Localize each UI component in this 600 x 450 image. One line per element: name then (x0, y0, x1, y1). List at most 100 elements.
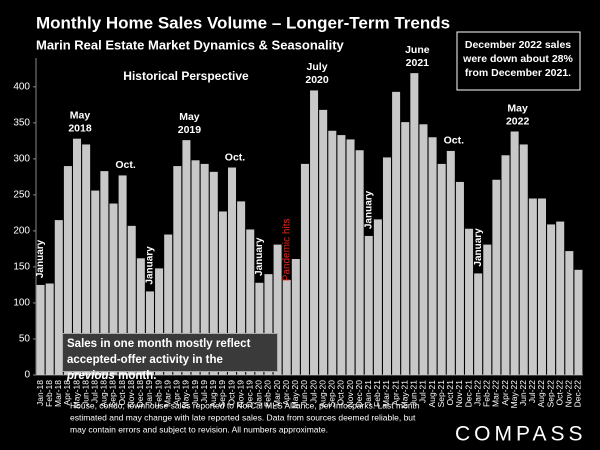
x-tick-label: Jul-20 (308, 380, 318, 403)
x-tick-label: May-20 (290, 380, 300, 409)
bar (127, 225, 136, 375)
bar (310, 90, 319, 375)
x-tick-label: Apr-21 (390, 380, 400, 406)
x-tick-label: Dec-22 (573, 380, 583, 408)
x-tick-label: Apr-18 (62, 380, 72, 406)
y-tick-label: 400 (13, 81, 30, 92)
bar (483, 244, 492, 375)
x-tick-label: Feb-20 (263, 380, 273, 407)
bar (118, 175, 127, 375)
bar (100, 171, 109, 375)
month-label: Oct. (225, 151, 246, 163)
x-tick-label: Oct-18 (117, 380, 127, 406)
month-label: May (70, 109, 91, 121)
bar (300, 163, 309, 375)
x-tick-label: May-18 (71, 380, 81, 409)
bar (73, 138, 82, 375)
x-tick-label: Jul-22 (527, 380, 537, 403)
bar (109, 203, 118, 375)
bar (474, 273, 483, 375)
x-tick-label: Feb-18 (44, 380, 54, 407)
x-tick-label: Jan-18 (35, 380, 45, 406)
x-tick-label: Oct-19 (226, 380, 236, 406)
x-tick-label: Feb-19 (153, 380, 163, 407)
x-tick-label: Aug-22 (536, 380, 546, 408)
x-tick-label: Oct-20 (336, 380, 346, 406)
footnote: House, condo, townhouse sales reported t… (70, 400, 420, 410)
x-tick-label: Aug-19 (208, 380, 218, 408)
bar (54, 220, 63, 375)
bar (492, 179, 501, 375)
x-tick-label: Mar-18 (53, 380, 63, 407)
x-tick-label: Oct-22 (554, 380, 564, 406)
bar (419, 124, 428, 375)
month-label: 2022 (506, 115, 530, 127)
x-tick-label: Feb-22 (482, 380, 492, 407)
x-tick-label: May-19 (181, 380, 191, 409)
bar (355, 150, 364, 375)
x-tick-label: Aug-21 (427, 380, 437, 408)
bar (63, 166, 72, 375)
bar (537, 198, 546, 375)
month-label: January (363, 190, 374, 229)
x-tick-label: Nov-18 (126, 380, 136, 408)
note-text: Sales in one month mostly reflect accept… (67, 338, 251, 366)
x-tick-label: Jul-19 (199, 380, 209, 403)
callout-text: were down about 28% (462, 53, 573, 65)
x-tick-label: Jul-21 (418, 380, 428, 403)
y-tick-label: 200 (13, 226, 30, 237)
bar (455, 181, 464, 375)
bar (164, 234, 173, 375)
bar (191, 160, 200, 375)
month-label: 2021 (406, 57, 430, 69)
month-label: Oct. (444, 135, 465, 147)
bar (528, 198, 537, 375)
x-tick-label: Oct-21 (445, 380, 455, 406)
bar (291, 259, 300, 375)
x-tick-label: Apr-20 (281, 380, 291, 406)
bar (574, 269, 583, 375)
bar (556, 221, 565, 375)
x-tick-label: Mar-21 (381, 380, 391, 407)
bar (519, 144, 528, 375)
x-tick-label: Jul-18 (90, 380, 100, 403)
brand-logo: COMPASS (455, 423, 586, 446)
x-tick-label: Feb-21 (372, 380, 382, 407)
bar (264, 274, 273, 375)
x-tick-label: Jan-21 (363, 380, 373, 406)
x-tick-label: Nov-22 (564, 380, 574, 408)
x-tick-label: May-22 (509, 380, 519, 409)
month-label: May (507, 102, 528, 114)
note-box: Sales in one month mostly reflect accept… (62, 333, 278, 382)
month-label: June (405, 44, 430, 56)
x-tick-label: Nov-21 (454, 380, 464, 408)
bar (337, 135, 346, 375)
x-tick-label: Aug-18 (99, 380, 109, 408)
footnote: estimated and may change with late repor… (70, 412, 416, 422)
x-tick-label: Jan-19 (144, 380, 154, 406)
bar (36, 284, 45, 375)
bar (410, 73, 419, 375)
x-tick-label: Sep-19 (217, 380, 227, 408)
x-tick-label: Sep-22 (545, 380, 555, 408)
bar (392, 91, 401, 376)
x-tick-label: Jun-21 (409, 380, 419, 406)
y-tick-label: 250 (13, 190, 30, 201)
footnote: may contain errors and subject to revisi… (70, 424, 328, 434)
x-tick-label: May-21 (399, 380, 409, 409)
x-tick-label: Dec-19 (244, 380, 254, 408)
bar (273, 244, 282, 375)
x-tick-label: Sep-18 (108, 380, 118, 408)
month-label: January (145, 246, 156, 285)
y-tick-label: 0 (24, 370, 30, 381)
bar (437, 163, 446, 375)
bar (255, 282, 264, 375)
bar (346, 139, 355, 375)
bar (565, 251, 574, 375)
note-text: month. (114, 370, 157, 382)
chart-subtitle: Marin Real Estate Market Dynamics & Seas… (36, 37, 345, 52)
bar (382, 157, 392, 375)
x-tick-label: Dec-18 (135, 380, 145, 408)
bar (319, 109, 328, 375)
bar (218, 211, 227, 375)
